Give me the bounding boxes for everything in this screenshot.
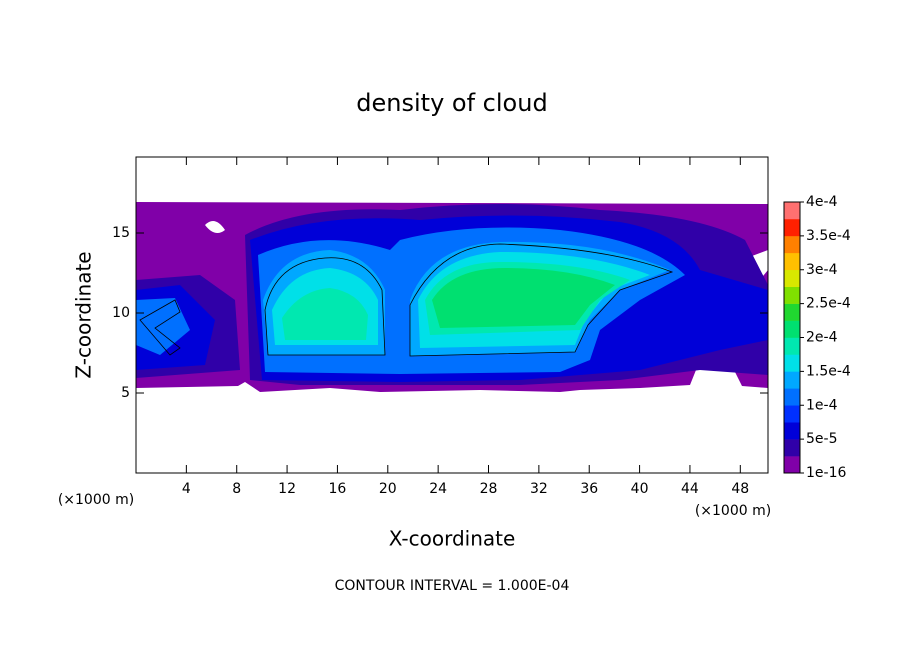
- colorbar-tick-label: 2.5e-4: [806, 296, 851, 312]
- colorbar-band: [784, 405, 800, 423]
- colorbar-band: [784, 252, 800, 271]
- x-tick-label: 40: [631, 481, 649, 497]
- colorbar-band: [784, 439, 800, 457]
- x-tick-label: 16: [329, 481, 347, 497]
- contour-line: [139, 243, 674, 357]
- x-tick-label: 24: [429, 481, 447, 497]
- colorbar-band: [784, 303, 800, 321]
- colorbar-tick-label: 3e-4: [806, 262, 838, 278]
- colorbar-band: [784, 320, 800, 338]
- x-tick-label: 8: [232, 481, 241, 497]
- colorbar-tick-label: 4e-4: [806, 194, 838, 210]
- contour-field: [136, 202, 768, 392]
- x-tick-label: 12: [278, 481, 296, 497]
- colorbar-tick-label: 1e-16: [806, 465, 846, 481]
- colorbar-band: [784, 269, 800, 287]
- x-tick-label: 28: [480, 481, 498, 497]
- colorbar-band: [784, 456, 800, 474]
- colorbar-band: [784, 371, 800, 389]
- colorbar-band: [784, 286, 800, 304]
- chart-title: density of cloud: [356, 89, 547, 117]
- x-tick-label: 32: [530, 481, 548, 497]
- field-green: [432, 268, 615, 328]
- colorbar-tick-label: 2e-4: [806, 330, 838, 346]
- colorbar-band: [784, 388, 800, 406]
- colorbar-tick-label: 3.5e-4: [806, 228, 851, 244]
- colorbar-tick-label: 1e-4: [806, 397, 838, 413]
- x-tick-label: 20: [379, 481, 397, 497]
- colorbar-band: [784, 337, 800, 355]
- colorbar-band: [784, 235, 800, 254]
- y-tick-label: 10: [112, 305, 130, 321]
- x-tick-label: 36: [580, 481, 598, 497]
- x-tick-label: 48: [731, 481, 749, 497]
- y-tick-label: 15: [112, 225, 130, 241]
- colorbar-tick-label: 5e-5: [806, 431, 837, 447]
- plot-frame: [135, 156, 769, 474]
- colorbar-band: [784, 354, 800, 372]
- x-axis-label: X-coordinate: [389, 527, 516, 551]
- y-axis-label: Z-coordinate: [72, 251, 96, 378]
- colorbar-tick-label: 1.5e-4: [806, 363, 851, 379]
- x-tick-label: 4: [182, 481, 191, 497]
- footer-note: CONTOUR INTERVAL = 1.000E-04: [335, 578, 570, 594]
- x-tick-label: 44: [681, 481, 699, 497]
- y-tick-label: 5: [121, 385, 130, 401]
- colorbar-band: [784, 422, 800, 440]
- x-unit: (×1000 m): [695, 503, 771, 519]
- colorbar-band: [784, 202, 800, 220]
- x-unit: (×1000 m): [58, 492, 134, 508]
- colorbar-band: [784, 218, 800, 237]
